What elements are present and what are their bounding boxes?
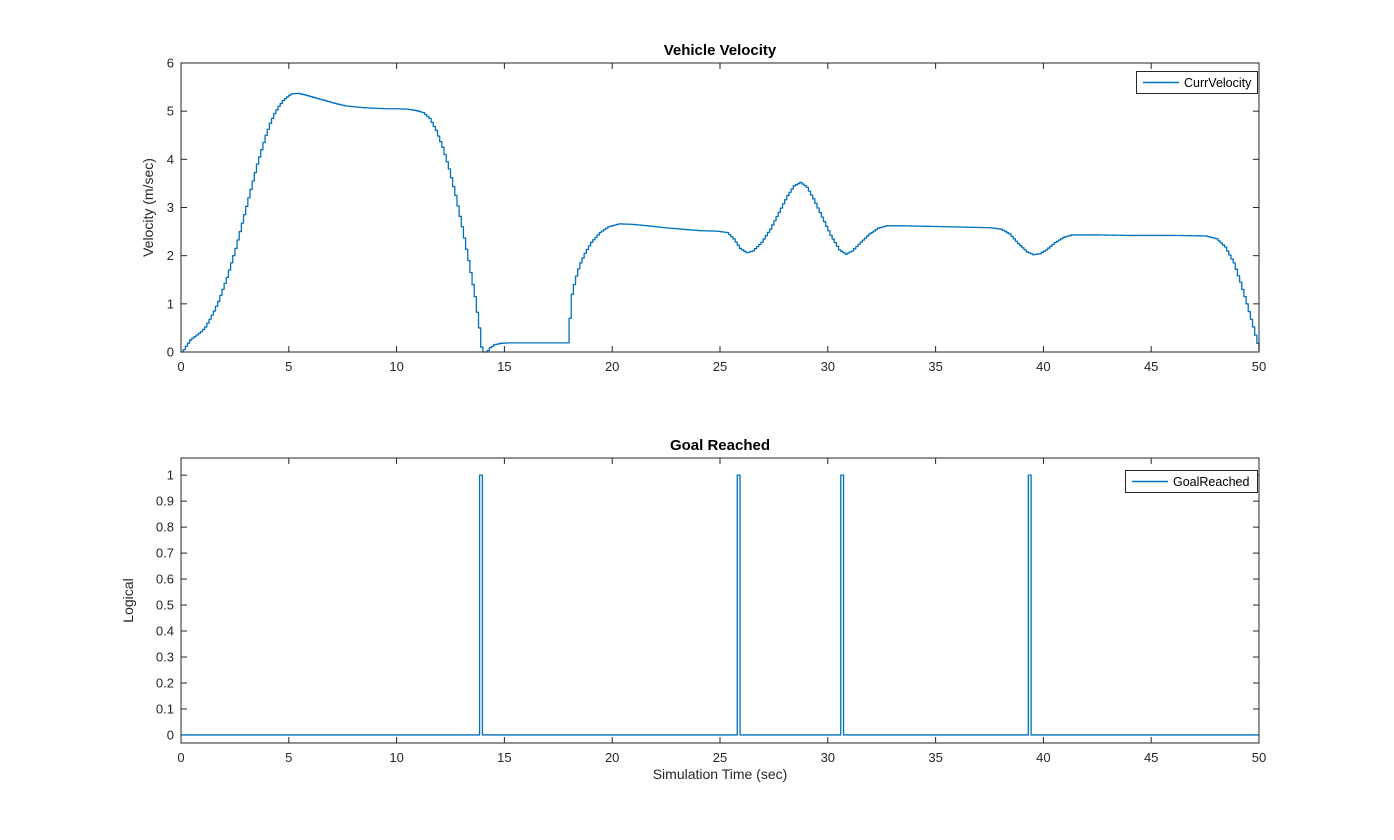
x-tick-label: 10: [389, 359, 403, 374]
y-tick-label: 0.1: [156, 701, 174, 716]
y-tick-label: 0.2: [156, 675, 174, 690]
y-tick-label: 5: [167, 104, 174, 119]
x-tick-label: 35: [928, 359, 942, 374]
y-tick-label: 0: [167, 345, 174, 360]
legend-frame: [1136, 71, 1258, 94]
legend-label: GoalReached: [1173, 475, 1249, 489]
y-tick-label: 0.7: [156, 546, 174, 561]
y-tick-label: 4: [167, 152, 174, 167]
y-tick-label: 0.5: [156, 598, 174, 613]
velocity-plot-area: [180, 62, 1260, 353]
goal-axis-ticks-and-series: 0 5 10 15 20 25 30 35 40 45 50 0 0.1 0.2 0.3 0.4 0.5 0.6 0…: [156, 458, 1266, 765]
y-tick-label: 1: [167, 468, 174, 483]
legend-label: CurrVelocity: [1184, 76, 1252, 90]
x-tick-label: 30: [821, 359, 835, 374]
x-tick-label: 50: [1252, 750, 1266, 765]
x-tick-label: 40: [1036, 750, 1050, 765]
y-tick-label: 0.8: [156, 520, 174, 535]
x-tick-label: 25: [713, 359, 727, 374]
goal-legend: GoalReached: [1125, 470, 1258, 493]
x-tick-label: 50: [1252, 359, 1266, 374]
y-tick-label: 0.4: [156, 624, 174, 639]
goal-ylabel: Logical: [120, 578, 136, 622]
y-tick-label: 0.9: [156, 494, 174, 509]
x-tick-label: 30: [821, 750, 835, 765]
legend-frame: [1125, 470, 1258, 493]
goal-plot-area: [180, 457, 1260, 744]
x-tick-label: 45: [1144, 359, 1158, 374]
y-tick-label: 0.6: [156, 572, 174, 587]
x-tick-label: 40: [1036, 359, 1050, 374]
x-tick-label: 5: [285, 359, 292, 374]
y-tick-label: 3: [167, 200, 174, 215]
x-tick-label: 15: [497, 750, 511, 765]
velocity-title: Vehicle Velocity: [664, 42, 777, 59]
x-tick-label: 0: [177, 750, 184, 765]
x-tick-label: 45: [1144, 750, 1158, 765]
y-tick-label: 2: [167, 248, 174, 263]
currvelocity-line: [181, 92, 1260, 353]
goal-title: Goal Reached: [670, 437, 770, 454]
y-tick-label: 0: [167, 727, 174, 742]
x-tick-label: 20: [605, 359, 619, 374]
time-xlabel: Simulation Time (sec): [653, 766, 788, 782]
y-tick-label: 6: [167, 56, 174, 71]
x-tick-label: 10: [389, 750, 403, 765]
goal-reached-chart: 0 5 10 15 20 25 30 35 40 45 50 0 0.1 0.2 0.3 0.4 0.5 0.6 0…: [120, 437, 1266, 782]
x-tick-label: 20: [605, 750, 619, 765]
x-tick-label: 35: [928, 750, 942, 765]
velocity-legend: CurrVelocity: [1136, 71, 1258, 94]
goalreached-line: [181, 474, 1259, 736]
x-tick-label: 25: [713, 750, 727, 765]
x-tick-label: 15: [497, 359, 511, 374]
x-tick-label: 0: [177, 359, 184, 374]
velocity-ylabel: Velocity (m/sec): [140, 158, 156, 257]
x-tick-label: 5: [285, 750, 292, 765]
y-tick-label: 0.3: [156, 650, 174, 665]
y-tick-label: 1: [167, 296, 174, 311]
